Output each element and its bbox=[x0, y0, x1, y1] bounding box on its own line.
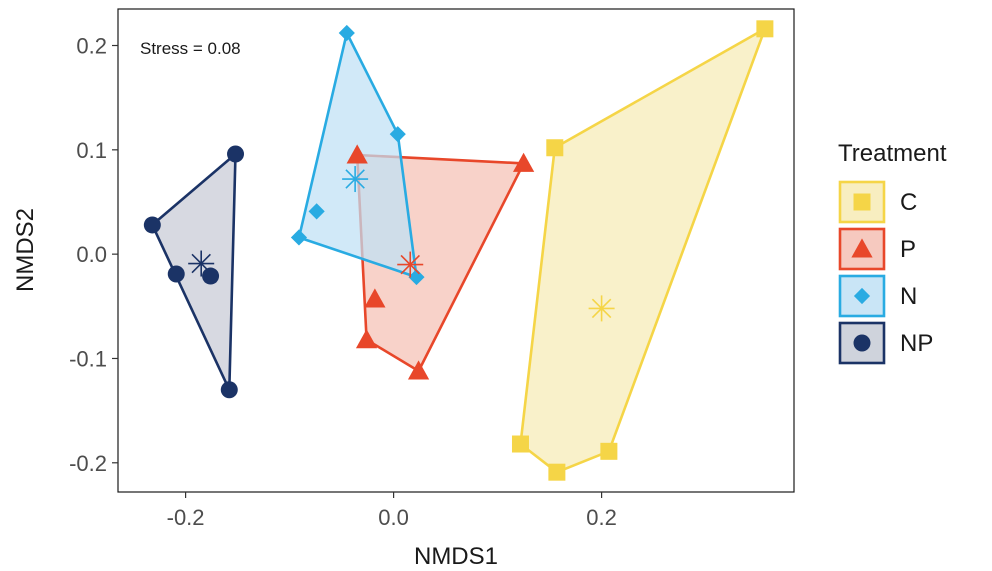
point-n-5 bbox=[408, 269, 425, 286]
legend-swatch-c bbox=[838, 180, 886, 224]
point-p-2 bbox=[512, 152, 535, 172]
legend-marker-np bbox=[853, 334, 871, 352]
point-n-1 bbox=[338, 24, 355, 42]
point-p-1 bbox=[346, 144, 368, 164]
legend-label-p: P bbox=[900, 236, 916, 263]
points-layer bbox=[143, 20, 774, 481]
panel-border bbox=[117, 8, 795, 493]
y-axis-title: NMDS2 bbox=[12, 208, 39, 292]
point-c-3 bbox=[511, 435, 529, 453]
point-c-2 bbox=[546, 139, 564, 157]
legend-label-n: N bbox=[900, 283, 917, 310]
point-c-4 bbox=[548, 463, 566, 481]
centroids-layer bbox=[188, 166, 615, 322]
legend-item-p: P bbox=[838, 227, 916, 271]
y-tick-label: 0.0 bbox=[76, 242, 107, 267]
hull-c bbox=[519, 27, 767, 474]
plot-area bbox=[143, 20, 774, 481]
legend-marker-n bbox=[853, 287, 871, 305]
point-n-3 bbox=[308, 203, 325, 220]
point-c-1 bbox=[756, 20, 774, 38]
point-np-1 bbox=[227, 145, 245, 163]
point-p-4 bbox=[355, 329, 378, 349]
y-axis: 0.2 0.1 0.0 -0.1 -0.2 bbox=[69, 34, 118, 476]
legend-label-c: C bbox=[900, 189, 917, 216]
x-axis-title: NMDS1 bbox=[414, 543, 498, 570]
point-n-2 bbox=[389, 126, 406, 143]
point-np-3 bbox=[167, 265, 185, 283]
centroid-np bbox=[188, 250, 215, 277]
y-tick-label: 0.1 bbox=[76, 138, 107, 163]
point-np-5 bbox=[220, 381, 238, 399]
point-p-5 bbox=[407, 360, 430, 380]
legend-item-c: C bbox=[838, 180, 917, 224]
legend-item-np: NP bbox=[838, 321, 933, 365]
x-tick-label: -0.2 bbox=[167, 505, 205, 530]
centroid-n bbox=[342, 166, 369, 193]
point-n-4 bbox=[290, 229, 308, 246]
hulls-layer bbox=[151, 27, 767, 474]
point-p-3 bbox=[364, 288, 386, 308]
point-c-5 bbox=[600, 442, 618, 460]
x-tick-label: 0.2 bbox=[586, 505, 617, 530]
point-np-2 bbox=[143, 216, 161, 234]
legend-marker-c bbox=[853, 193, 871, 211]
legend-item-n: N bbox=[838, 274, 917, 318]
y-tick-label: -0.2 bbox=[69, 451, 107, 476]
centroid-c bbox=[588, 295, 615, 322]
stress-annotation: Stress = 0.08 bbox=[140, 39, 241, 58]
legend-title: Treatment bbox=[838, 140, 947, 167]
legend: Treatment CPN NP bbox=[838, 140, 947, 365]
point-np-4 bbox=[202, 267, 220, 285]
y-tick-label: -0.1 bbox=[69, 346, 107, 371]
legend-label-np: NP bbox=[900, 330, 933, 357]
y-tick-label: 0.2 bbox=[76, 34, 107, 59]
legend-marker-p bbox=[851, 238, 873, 258]
x-axis: -0.2 0.0 0.2 bbox=[167, 492, 617, 530]
x-tick-label: 0.0 bbox=[378, 505, 409, 530]
centroid-p bbox=[397, 251, 424, 278]
